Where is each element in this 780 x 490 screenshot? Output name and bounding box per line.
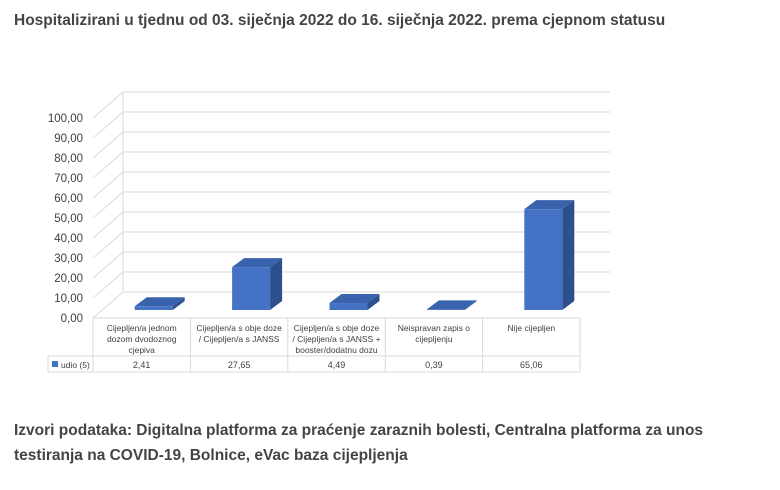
category-label: Neispravan zapis o	[398, 323, 471, 333]
y-tick-label: 70,00	[54, 173, 83, 185]
category-label: dozom dvodoznog	[107, 334, 177, 344]
y-tick-label: 10,00	[54, 293, 83, 305]
bar-chart: 0,00 10,00 20,00 30,00 40,00 50,00 60,00 70,00 8…	[47, 91, 610, 373]
legend-key	[52, 361, 58, 367]
y-axis-ticks: 0,00 10,00 20,00 30,00 40,00 50,00 60,00 70,00 8…	[48, 113, 83, 325]
data-label: 4,49	[328, 360, 346, 370]
bar-top	[426, 300, 477, 310]
category-label: cijepljenju	[415, 334, 453, 344]
y-tick-label: 20,00	[54, 273, 83, 285]
category-label: / Cijepljen/a s JANSS +	[292, 334, 380, 344]
bar-side	[172, 297, 185, 310]
gridline	[92, 91, 610, 119]
category-label: Cijepljen/a s obje doze	[294, 323, 380, 333]
category-label: Nije cijepljen	[507, 323, 555, 333]
gridline	[92, 111, 610, 139]
bar	[426, 309, 465, 310]
chart-title: Hospitalizirani u tjednu od 03. siječnja…	[14, 12, 666, 29]
bar	[232, 267, 271, 310]
bar-side	[367, 294, 380, 310]
y-tick-label: 80,00	[54, 153, 83, 165]
gridlines	[92, 91, 610, 319]
bar-side	[270, 258, 283, 310]
bar-top	[524, 200, 575, 210]
data-label: 65,06	[520, 360, 543, 370]
bar	[524, 209, 563, 310]
y-tick-label: 60,00	[54, 193, 83, 205]
y-tick-label: 40,00	[54, 233, 83, 245]
y-tick-label: 30,00	[54, 253, 83, 265]
data-source-note: Izvori podataka: Digitalna platforma za …	[14, 422, 704, 464]
bar	[134, 306, 173, 310]
category-label: Cijepljen/a jednom	[107, 323, 177, 333]
category-label: cjepiva	[128, 345, 155, 355]
y-tick-label: 50,00	[54, 213, 83, 225]
bar-side	[464, 300, 477, 310]
legend-label: udio (5)	[61, 360, 90, 370]
category-label: / Cijepljen/a s JANSS	[199, 334, 280, 344]
gridline	[92, 171, 610, 199]
category-label: booster/dodatnu dozu	[295, 345, 378, 355]
gridline	[92, 151, 610, 179]
y-tick-label: 90,00	[54, 133, 83, 145]
bars	[134, 200, 575, 310]
gridline	[92, 131, 610, 159]
y-tick-label: 0,00	[61, 313, 83, 325]
bar-side	[562, 200, 575, 310]
bar-top	[329, 294, 380, 304]
y-tick-label: 100,00	[48, 113, 83, 125]
category-label: Cijepljen/a s obje doze	[196, 323, 282, 333]
bar	[329, 303, 368, 310]
bar-top	[134, 297, 185, 307]
bar-top	[232, 258, 283, 268]
data-label: 2,41	[133, 360, 151, 370]
data-label: 0,39	[425, 360, 443, 370]
data-label: 27,65	[228, 360, 251, 370]
